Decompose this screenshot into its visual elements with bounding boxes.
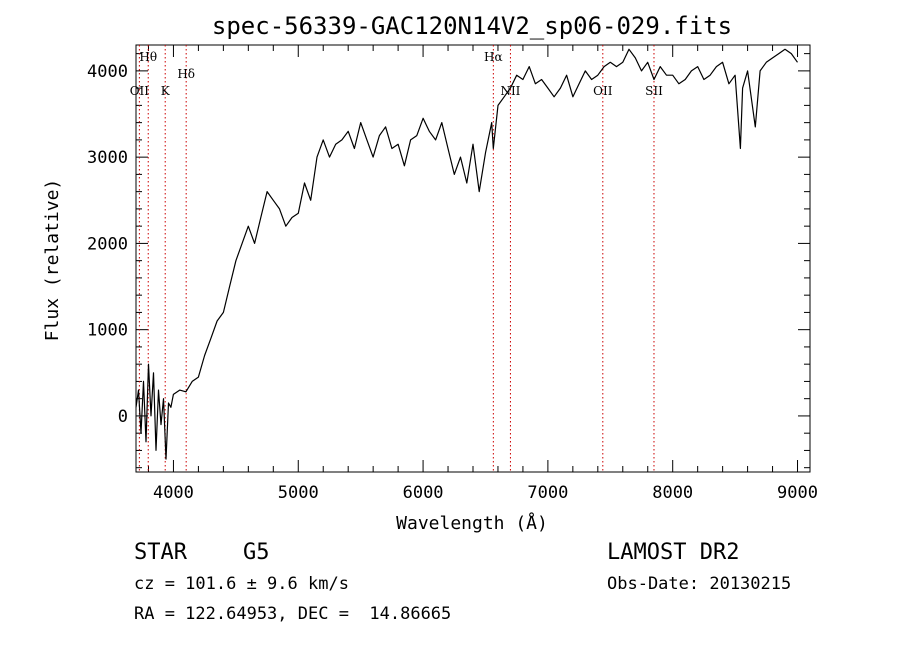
line-marker-label: Hα xyxy=(484,50,503,64)
spectrum-chart: spec-56339-GAC120N14V2_sp06-029.fits Flu… xyxy=(42,12,818,534)
x-tick-label: 9000 xyxy=(777,483,818,503)
x-tick-label: 8000 xyxy=(652,483,693,503)
y-axis-label: Flux (relative) xyxy=(42,179,63,342)
line-marker-label: OII xyxy=(593,84,613,98)
line-marker-label: Hθ xyxy=(139,50,157,64)
x-tick-label: 4000 xyxy=(153,483,194,503)
y-tick-label: 0 xyxy=(118,407,128,427)
plot-area: 4000 5000 6000 7000 8000 9000 0 1000 2000 3000 400… xyxy=(87,44,818,503)
x-tick-label: 6000 xyxy=(403,483,444,503)
line-marker-label: NII xyxy=(500,84,520,98)
line-marker-label: SII xyxy=(645,84,663,98)
obs-date-text: Obs-Date: 20130215 xyxy=(607,574,792,594)
y-tick-label: 1000 xyxy=(87,321,128,341)
chart-title: spec-56339-GAC120N14V2_sp06-029.fits xyxy=(212,12,732,40)
x-tick-label: 5000 xyxy=(278,483,319,503)
y-tick-label: 3000 xyxy=(87,148,128,168)
class-label: STAR xyxy=(134,540,187,565)
spectrum-line xyxy=(135,48,798,460)
y-tick-label: 2000 xyxy=(87,234,128,254)
survey-label: LAMOST DR2 xyxy=(607,540,740,565)
x-axis-label: Wavelength (Å) xyxy=(396,512,548,534)
x-tick-label: 7000 xyxy=(527,483,568,503)
line-marker-label: K xyxy=(161,84,171,98)
redshift-text: cz = 101.6 ± 9.6 km/s xyxy=(134,574,349,594)
line-marker-label: Hδ xyxy=(177,67,195,81)
subclass-label: G5 xyxy=(243,540,270,565)
line-marker-label: OII xyxy=(130,84,150,98)
y-tick-label: 4000 xyxy=(87,62,128,82)
coordinates-text: RA = 122.64953, DEC = 14.86665 xyxy=(134,604,452,624)
